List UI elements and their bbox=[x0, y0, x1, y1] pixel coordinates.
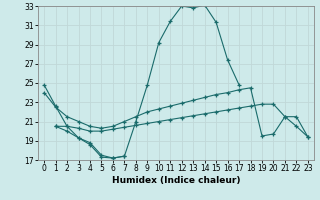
X-axis label: Humidex (Indice chaleur): Humidex (Indice chaleur) bbox=[112, 176, 240, 185]
